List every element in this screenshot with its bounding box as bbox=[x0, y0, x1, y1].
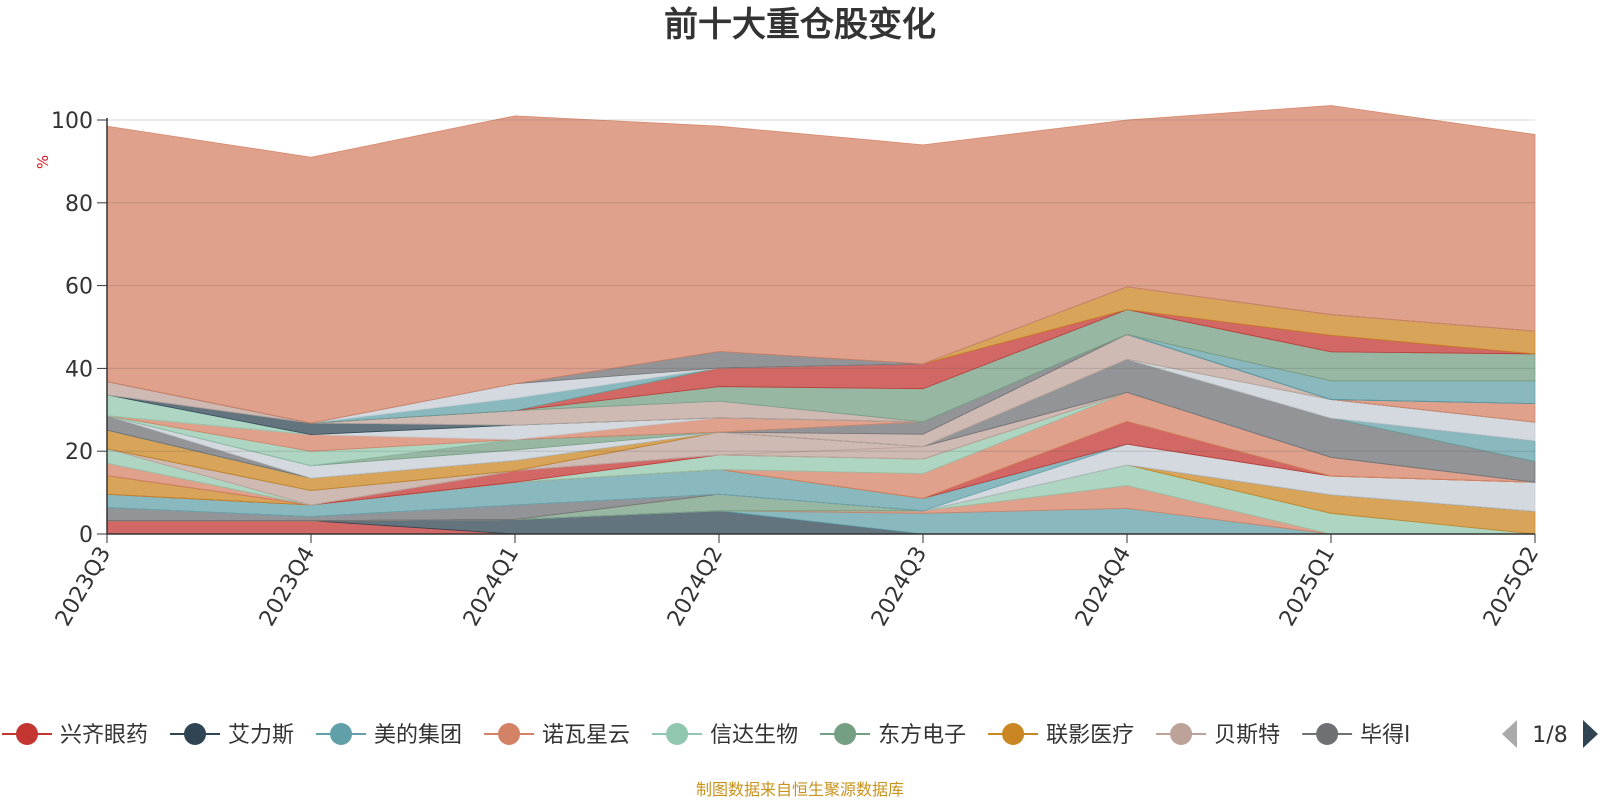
legend-item[interactable]: 贝斯特 bbox=[1156, 723, 1280, 748]
legend-label: 兴齐眼药 bbox=[60, 723, 148, 748]
chart-title: 前十大重仓股变化 bbox=[664, 5, 936, 45]
legend-label: 贝斯特 bbox=[1214, 723, 1280, 748]
x-tick-label: 2024Q3 bbox=[867, 543, 932, 631]
area-series-42 bbox=[106, 105, 1536, 424]
legend-label: 信达生物 bbox=[710, 723, 798, 748]
legend-marker bbox=[1002, 723, 1025, 745]
legend-marker bbox=[1316, 723, 1339, 745]
y-tick-label: 60 bbox=[65, 275, 93, 300]
legend-label: 毕得l bbox=[1360, 723, 1410, 748]
y-axis-unit: % bbox=[34, 155, 52, 169]
legend: 兴齐眼药 艾力斯 美的集团 诺瓦星云 信达生物 东方电子 联影医疗 贝斯特 毕得l bbox=[2, 723, 1410, 748]
x-tick-label: 2024Q2 bbox=[663, 543, 728, 631]
legend-page-indicator: 1/8 bbox=[1532, 723, 1567, 748]
x-tick-label: 2024Q1 bbox=[459, 543, 524, 631]
x-tick-label: 2023Q3 bbox=[51, 543, 116, 631]
legend-item[interactable]: 美的集团 bbox=[316, 723, 462, 748]
legend-item[interactable]: 信达生物 bbox=[652, 723, 798, 748]
legend-marker bbox=[834, 723, 857, 745]
y-tick-label: 20 bbox=[65, 440, 93, 465]
legend-item[interactable]: 毕得l bbox=[1302, 723, 1410, 748]
x-tick-label: 2024Q4 bbox=[1071, 543, 1136, 631]
legend-item[interactable]: 兴齐眼药 bbox=[2, 723, 148, 748]
area-layers bbox=[106, 105, 1536, 535]
x-tick-label: 2025Q2 bbox=[1479, 543, 1544, 631]
legend-item[interactable]: 东方电子 bbox=[820, 723, 966, 748]
source-note: 制图数据来自恒生聚源数据库 bbox=[696, 780, 904, 799]
legend-label: 联影医疗 bbox=[1046, 723, 1134, 748]
legend-marker bbox=[16, 723, 38, 745]
legend-marker bbox=[498, 723, 521, 745]
legend-marker bbox=[330, 723, 353, 745]
arrow-right-icon[interactable] bbox=[1583, 720, 1598, 748]
legend-marker bbox=[184, 723, 207, 745]
legend-item[interactable]: 诺瓦星云 bbox=[484, 723, 630, 748]
y-tick-label: 40 bbox=[65, 357, 93, 382]
x-tick-label: 2023Q4 bbox=[255, 543, 320, 631]
arrow-left-icon[interactable] bbox=[1502, 720, 1517, 748]
legend-label: 诺瓦星云 bbox=[542, 723, 630, 748]
legend-label: 美的集团 bbox=[374, 723, 462, 748]
legend-pager: 1/8 bbox=[1502, 720, 1598, 748]
y-tick-label: 0 bbox=[79, 523, 93, 548]
y-tick-label: 80 bbox=[65, 192, 93, 217]
legend-marker bbox=[1170, 723, 1193, 745]
legend-label: 东方电子 bbox=[878, 723, 966, 748]
grid-lines bbox=[107, 119, 1535, 452]
legend-label: 艾力斯 bbox=[228, 723, 294, 748]
y-tick-label: 100 bbox=[51, 109, 93, 134]
legend-marker bbox=[666, 723, 689, 745]
x-tick-label: 2025Q1 bbox=[1275, 543, 1340, 631]
legend-item[interactable]: 艾力斯 bbox=[170, 723, 294, 748]
legend-item[interactable]: 联影医疗 bbox=[988, 723, 1134, 748]
